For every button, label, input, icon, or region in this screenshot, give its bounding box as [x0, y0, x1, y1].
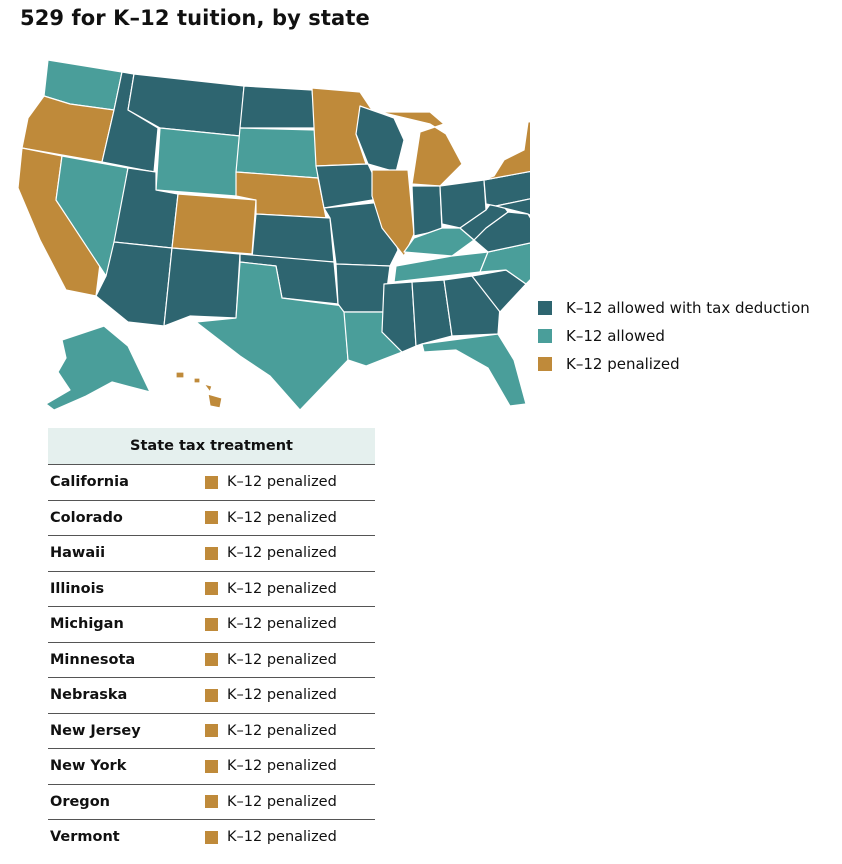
- state-arkansas: [335, 263, 391, 313]
- treatment-label: K–12 penalized: [227, 545, 337, 562]
- state-michigan: [379, 111, 463, 187]
- treatment-cell: K–12 penalized: [205, 510, 337, 526]
- table-row: Hawaii K–12 penalized: [48, 536, 375, 572]
- state-west-virginia: [459, 195, 509, 241]
- state-mississippi: [381, 281, 417, 353]
- state-name: Oregon: [50, 793, 110, 810]
- state-kansas: [251, 213, 335, 263]
- state-texas: [195, 261, 349, 411]
- state-alaska: [45, 325, 151, 411]
- state-name: Colorado: [50, 509, 123, 526]
- map-legend: K–12 allowed with tax deduction K–12 all…: [538, 294, 810, 378]
- state-indiana: [411, 185, 443, 237]
- treatment-label: K–12 penalized: [227, 474, 337, 491]
- state-illinois: [371, 169, 415, 257]
- state-maryland: [495, 198, 530, 216]
- legend-item-penalized: K–12 penalized: [538, 350, 810, 378]
- state-new-mexico: [163, 247, 241, 327]
- state-south-dakota: [235, 127, 319, 179]
- treatment-label: K–12 penalized: [227, 580, 337, 597]
- table-row: Michigan K–12 penalized: [48, 607, 375, 643]
- legend-item-deduction: K–12 allowed with tax deduction: [538, 294, 810, 322]
- state-colorado: [171, 193, 257, 255]
- penalized-swatch: [205, 546, 218, 560]
- legend-label: K–12 allowed: [566, 327, 665, 345]
- legend-swatch: [538, 301, 552, 315]
- penalized-swatch: [205, 475, 218, 489]
- treatment-cell: K–12 penalized: [205, 829, 337, 845]
- table-row: Vermont K–12 penalized: [48, 820, 375, 855]
- treatment-label: K–12 penalized: [227, 722, 337, 739]
- treatment-cell: K–12 penalized: [205, 474, 337, 490]
- treatment-cell: K–12 penalized: [205, 723, 337, 739]
- treatment-label: K–12 penalized: [227, 793, 337, 810]
- table-row: Illinois K–12 penalized: [48, 572, 375, 607]
- state-new-york: [483, 121, 530, 181]
- treatment-cell: K–12 penalized: [205, 652, 337, 668]
- legend-label: K–12 penalized: [566, 355, 680, 373]
- table-row: New Jersey K–12 penalized: [48, 714, 375, 749]
- treatment-label: K–12 penalized: [227, 509, 337, 526]
- treatment-cell: K–12 penalized: [205, 545, 337, 561]
- state-name: Hawaii: [50, 545, 106, 562]
- penalized-swatch: [205, 688, 218, 702]
- table-row: New York K–12 penalized: [48, 749, 375, 785]
- legend-item-allowed: K–12 allowed: [538, 322, 810, 350]
- legend-swatch: [538, 357, 552, 371]
- state-hawaii: [175, 371, 223, 409]
- treatment-label: K–12 penalized: [227, 616, 337, 633]
- state-florida: [421, 333, 527, 407]
- table-row: Oregon K–12 penalized: [48, 785, 375, 820]
- treatment-cell: K–12 penalized: [205, 581, 337, 597]
- treatment-cell: K–12 penalized: [205, 758, 337, 774]
- treatment-label: K–12 penalized: [227, 687, 337, 704]
- page-title: 529 for K–12 tuition, by state: [20, 6, 370, 30]
- state-wyoming: [155, 127, 241, 197]
- table-row: Colorado K–12 penalized: [48, 501, 375, 536]
- state-north-dakota: [239, 85, 317, 129]
- state-alabama: [411, 279, 453, 347]
- penalized-swatch: [205, 795, 218, 809]
- us-map: [17, 59, 530, 411]
- table-header: State tax treatment: [48, 428, 375, 465]
- penalized-swatch: [205, 830, 218, 844]
- legend-label: K–12 allowed with tax deduction: [566, 299, 810, 317]
- penalized-swatch: [205, 653, 218, 667]
- state-name: Vermont: [50, 829, 120, 846]
- state-name: Illinois: [50, 580, 105, 597]
- treatment-label: K–12 penalized: [227, 829, 337, 846]
- state-name: New Jersey: [50, 722, 141, 739]
- treatment-label: K–12 penalized: [227, 651, 337, 668]
- state-name: Nebraska: [50, 687, 128, 704]
- treatment-cell: K–12 penalized: [205, 794, 337, 810]
- penalized-swatch: [205, 511, 218, 525]
- state-name: New York: [50, 758, 127, 775]
- penalized-swatch: [205, 582, 218, 596]
- penalized-swatch: [205, 617, 218, 631]
- treatment-cell: K–12 penalized: [205, 687, 337, 703]
- treatment-cell: K–12 penalized: [205, 616, 337, 632]
- table-row: California K–12 penalized: [48, 465, 375, 501]
- state-tax-table: State tax treatment California K–12 penal…: [48, 428, 375, 855]
- treatment-label: K–12 penalized: [227, 758, 337, 775]
- state-name: Michigan: [50, 616, 124, 633]
- state-name: California: [50, 474, 129, 491]
- table-row: Nebraska K–12 penalized: [48, 678, 375, 714]
- legend-swatch: [538, 329, 552, 343]
- penalized-swatch: [205, 724, 218, 738]
- table-row: Minnesota K–12 penalized: [48, 643, 375, 678]
- state-name: Minnesota: [50, 651, 136, 668]
- penalized-swatch: [205, 759, 218, 773]
